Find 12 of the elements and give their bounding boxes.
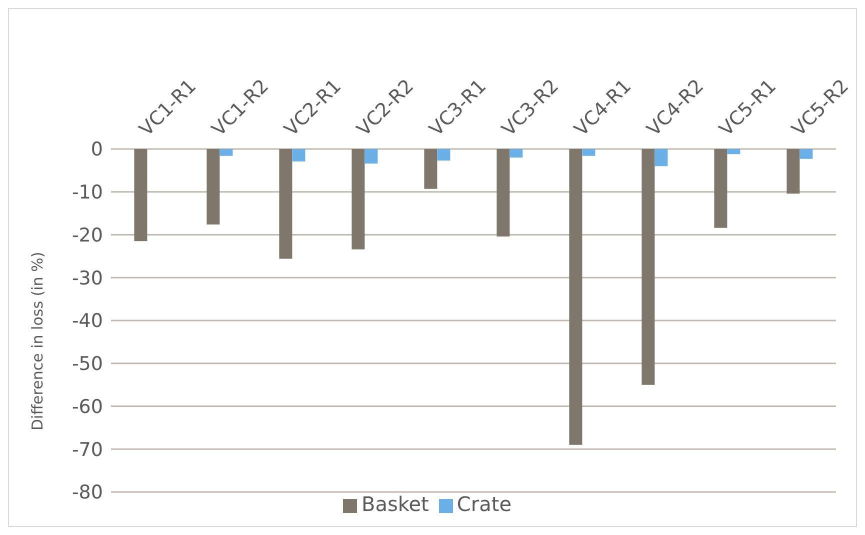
y-tick-label: -70 xyxy=(72,438,103,461)
y-tick-label: -30 xyxy=(72,267,103,290)
y-tick-label: 0 xyxy=(90,138,103,161)
y-axis-title: Difference in loss (in %) xyxy=(28,252,46,430)
legend-label: Basket xyxy=(361,492,429,516)
y-tick-label: -20 xyxy=(72,224,103,246)
y-tick-label: -80 xyxy=(72,482,103,504)
y-tick-label: -10 xyxy=(72,182,103,204)
y-tick-label: -40 xyxy=(72,310,103,332)
y-tick-label: -50 xyxy=(72,353,103,376)
y-tick-label: -60 xyxy=(72,396,103,418)
legend-label: Crate xyxy=(456,492,512,516)
